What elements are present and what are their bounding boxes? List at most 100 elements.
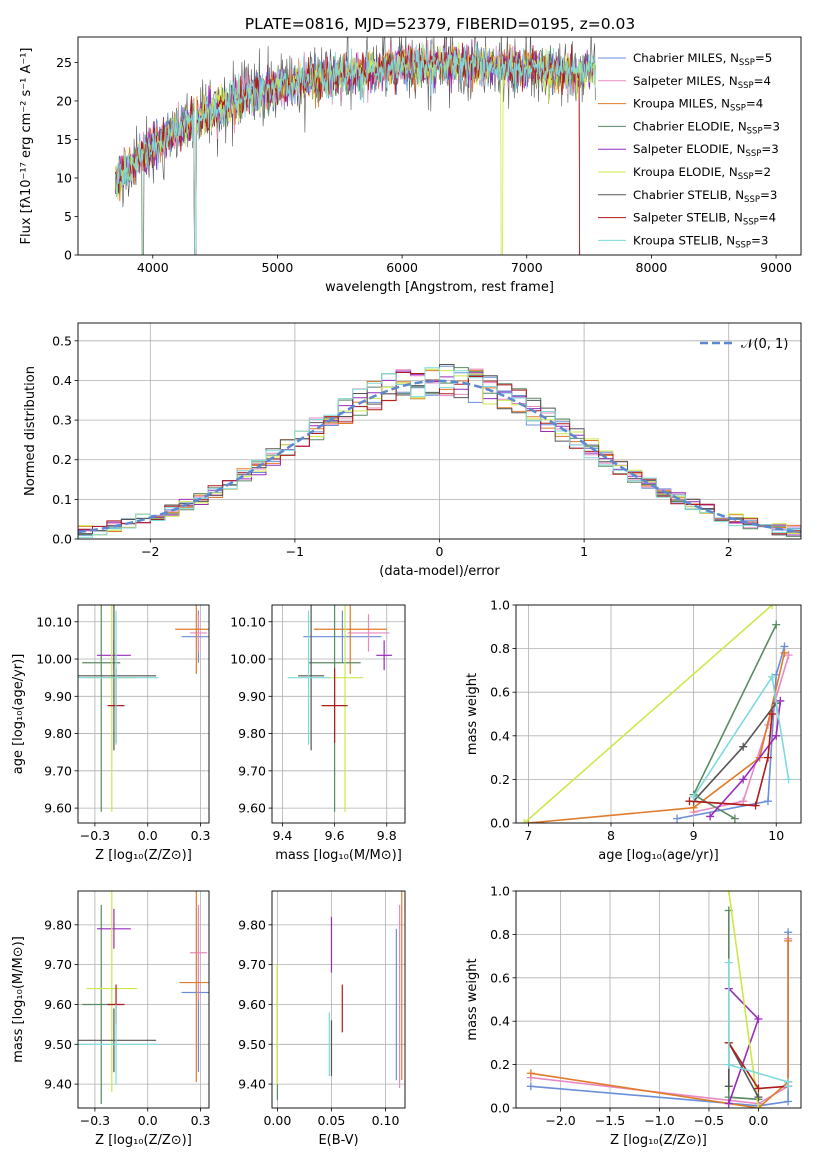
x-tick-label: −1.5	[595, 1113, 625, 1128]
age-vs-metallicity-panel: −0.3 0.0 0.3 9.60 9.70 9.80 9.90 10.00 10.10 Z [l…	[11, 604, 210, 863]
y-axis-label: Flux [fλ10⁻¹⁷ erg cm⁻² s⁻¹ A⁻¹]	[19, 48, 34, 245]
x-tick-label: 1	[580, 544, 588, 559]
y-axis-label: mass weight	[465, 958, 480, 1040]
legend-subscript: SSP	[744, 195, 760, 205]
legend-entry: Salpeter ELODIE, NSSP=3	[633, 142, 779, 159]
errorbar-point	[313, 605, 387, 674]
mass-weight-marker	[784, 775, 793, 784]
y-tick-label: 10.00	[230, 652, 266, 667]
y-tick-label: 10.00	[36, 652, 72, 667]
legend-subscript: SSP	[745, 149, 761, 159]
x-axis-label: Z [log₁₀(Z/Z⊙)]	[95, 1133, 192, 1148]
legend-nssp: =4	[754, 74, 771, 88]
mass-weight-marker	[685, 797, 694, 806]
grid	[78, 605, 209, 823]
y-tick-label: 0.0	[490, 816, 510, 831]
legend-nssp: =4	[746, 97, 763, 111]
mass-weight-marker	[768, 672, 777, 681]
x-tick-label: 4000	[137, 260, 169, 275]
x-tick-label: −0.3	[80, 1113, 110, 1128]
grid	[516, 890, 801, 1109]
axes-frame	[77, 604, 210, 824]
x-tick-label: −2.0	[545, 1113, 575, 1128]
y-tick-label: 0.2	[52, 452, 72, 467]
y-tick-label: 9.80	[238, 726, 266, 741]
y-tick-label: 9.50	[44, 1037, 72, 1052]
axes-frame	[515, 890, 802, 1109]
x-tick-label: 0.00	[263, 1113, 291, 1128]
histogram-series	[78, 367, 801, 538]
y-tick-label: 9.60	[44, 997, 72, 1012]
errorbar-point	[298, 605, 325, 751]
errorbar-point	[78, 610, 159, 745]
x-tick-label: −2	[141, 544, 159, 559]
y-tick-label: 10	[56, 170, 72, 185]
plot-area	[520, 605, 793, 823]
mass-weight-marker	[724, 1082, 733, 1091]
grid	[272, 891, 405, 1108]
axes-frame	[77, 36, 802, 256]
x-tick-label: −0.3	[80, 828, 110, 843]
y-tick-label: 0.5	[52, 333, 72, 348]
mass-weight-marker	[724, 891, 733, 895]
y-axis-label: mass [log₁₀(M/M⊙)]	[11, 936, 26, 1063]
mass-vs-metallicity-panel: −0.3 0.0 0.3 9.40 9.50 9.60 9.70 9.80 Z [log₁₀(Z…	[11, 890, 210, 1148]
y-tick-label: 9.70	[238, 763, 266, 778]
mass-weight-marker	[706, 812, 715, 821]
y-tick-label: 15	[56, 132, 72, 147]
spectrum-panel: 4000 5000 6000 7000 8000 9000 0 5 10 15 20 25 wavele…	[19, 36, 802, 295]
x-axis-label: E(B-V)	[318, 1133, 358, 1148]
x-tick-label: 2	[725, 544, 733, 559]
x-tick-label: 5000	[262, 260, 294, 275]
plot-area	[78, 364, 801, 539]
y-tick-label: 9.80	[238, 917, 266, 932]
axes-frame	[77, 322, 802, 540]
reference-legend-label: 𝒩(0, 1)	[741, 337, 788, 352]
legend-nssp: =3	[760, 188, 777, 202]
x-tick-label: −0.5	[694, 1113, 724, 1128]
y-tick-label: 0.2	[490, 772, 510, 787]
legend-series-name: Chabrier ELODIE, N	[633, 119, 747, 133]
mass-weight-marker	[739, 742, 748, 751]
x-tick-label: 0.0	[138, 1113, 158, 1128]
legend-nssp: =3	[763, 119, 780, 133]
y-tick-label: 9.70	[44, 763, 72, 778]
x-axis-label: age [log₁₀(age/yr)]	[598, 848, 719, 863]
mass-weight-marker	[784, 651, 793, 660]
legend-entry: Kroupa MILES, NSSP=4	[633, 97, 763, 114]
x-tick-label: 9.8	[377, 828, 397, 843]
legend-series-name: Chabrier MILES, N	[633, 51, 739, 65]
plot-area	[78, 891, 209, 1105]
mass-weight-marker	[754, 1084, 763, 1093]
legend-entry: Kroupa ELODIE, NSSP=2	[633, 165, 771, 182]
x-tick-label: 9.4	[272, 828, 292, 843]
legend-subscript: SSP	[743, 218, 759, 228]
x-tick-label: 10	[768, 828, 784, 843]
grid	[272, 605, 405, 823]
mass-weight-marker	[772, 731, 781, 740]
x-tick-label: 0.10	[372, 1113, 400, 1128]
y-tick-label: 9.60	[238, 997, 266, 1012]
legend-series-name: Salpeter STELIB, N	[633, 211, 743, 225]
y-tick-label: 25	[56, 55, 72, 70]
legend-series-name: Kroupa ELODIE, N	[633, 165, 738, 179]
y-tick-label: 0.0	[52, 532, 72, 547]
y-tick-label: 9.70	[238, 957, 266, 972]
normal-reference-curve	[78, 379, 801, 534]
mass-weight-marker	[776, 696, 785, 705]
mass-weight-marker	[763, 797, 772, 806]
mass-weight-marker	[751, 801, 760, 810]
axes-frame	[271, 604, 406, 824]
mass-weight-marker	[520, 819, 529, 823]
errorbar-point	[321, 668, 348, 743]
legend-nssp: =3	[751, 233, 768, 247]
legend-series-name: Salpeter ELODIE, N	[633, 142, 745, 156]
errorbar-point	[287, 610, 330, 745]
legend-nssp: =5	[755, 51, 772, 65]
spectrum-line	[115, 39, 596, 255]
legend-series-name: Chabrier STELIB, N	[633, 188, 744, 202]
y-tick-label: 9.90	[44, 689, 72, 704]
y-tick-label: 0.6	[490, 970, 510, 985]
legend-entry: Chabrier ELODIE, NSSP=3	[633, 119, 780, 136]
